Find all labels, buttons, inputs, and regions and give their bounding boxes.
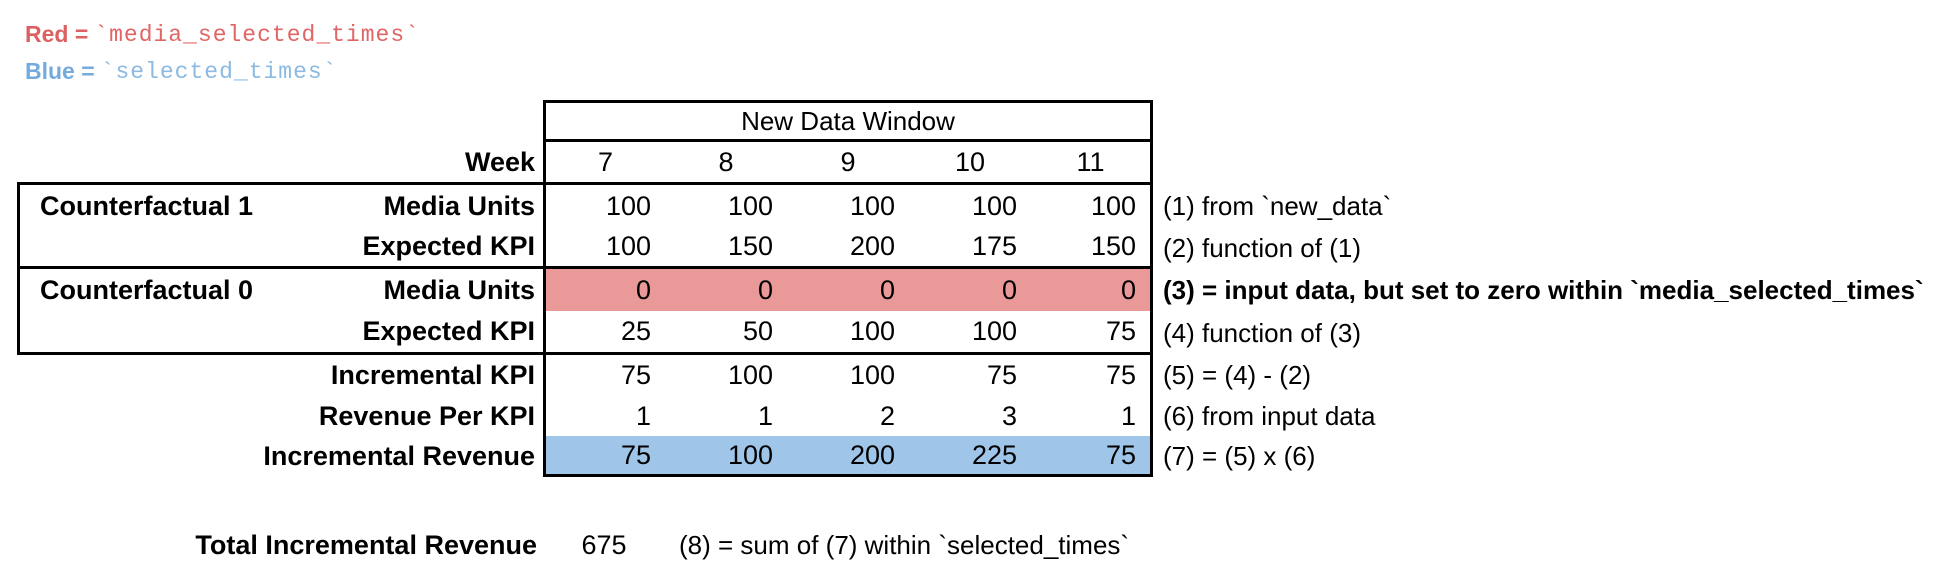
week-cell: 7 (543, 142, 665, 185)
data-cell: 175 (909, 227, 1031, 269)
data-cell: 3 (1001, 400, 1017, 431)
week-cell: 10 (909, 142, 1031, 185)
legend-blue-label: Blue = (25, 58, 95, 84)
data-cell: 2 (879, 400, 895, 431)
week-label: Week (464, 146, 535, 177)
data-cell: 150 (1031, 227, 1153, 269)
data-cell: 1 (757, 400, 773, 431)
data-cell: 150 (665, 227, 787, 269)
week-cell: 11 (1031, 142, 1153, 185)
color-legend: Red = `media_selected_times` Blue = `sel… (25, 16, 420, 90)
data-cell: 1 (1031, 396, 1153, 436)
total-row: Total Incremental Revenue 675 (8) = sum … (17, 527, 1129, 563)
row-label: Expected KPI (362, 316, 535, 346)
new-data-window-header: New Data Window (543, 100, 1153, 142)
legend-red-code: `media_selected_times` (94, 21, 420, 48)
row-note: (4) function of (3) (1163, 317, 1361, 348)
data-cell: 100 (543, 227, 665, 269)
counterfactual-table: New Data Window Week 7 8 9 10 11 Counter… (17, 100, 1943, 477)
legend-blue-code: `selected_times` (100, 58, 338, 85)
data-cell: 100 (727, 360, 773, 390)
data-cell-blue: 200 (787, 436, 909, 477)
data-cell: 100 (787, 311, 909, 355)
legend-red-label: Red = (25, 21, 89, 47)
row-note: (6) from input data (1163, 400, 1376, 431)
row-label-cell: Counterfactual 1 Media Units (17, 185, 543, 227)
data-cell-red: 0 (543, 269, 665, 311)
row-label-cell: Revenue Per KPI (17, 396, 543, 436)
data-cell-blue: 225 (909, 436, 1031, 477)
data-cell: 100 (909, 311, 1031, 355)
data-cell: 100 (543, 185, 665, 227)
data-cell: 75 (1031, 355, 1153, 396)
data-cell: 100 (727, 190, 773, 221)
row-note: (2) function of (1) (1163, 232, 1361, 263)
row-label-cell: Incremental Revenue (17, 436, 543, 477)
week-cell: 9 (787, 142, 909, 185)
data-cell: 75 (986, 360, 1017, 390)
legend-blue-line: Blue = `selected_times` (25, 53, 420, 90)
data-cell: 75 (543, 355, 665, 396)
row-note: (7) = (5) x (6) (1163, 441, 1316, 471)
data-cell: 75 (1031, 311, 1153, 355)
row-note: (3) = input data, but set to zero within… (1163, 274, 1924, 305)
week-label-cell: Week (17, 142, 543, 185)
row-note: (1) from `new_data` (1163, 190, 1392, 221)
row-label-cell: Expected KPI (17, 311, 543, 355)
row-label-cell: Incremental KPI (17, 355, 543, 396)
legend-red-line: Red = `media_selected_times` (25, 16, 420, 53)
data-cell: 100 (971, 190, 1017, 221)
row-label: Media Units (383, 190, 535, 221)
data-cell-red: 0 (665, 269, 787, 311)
row-label-cell: Counterfactual 0 Media Units (17, 269, 543, 311)
group-label: Counterfactual 1 (40, 190, 254, 221)
row-label-cell: Expected KPI (17, 227, 543, 269)
week-note-spacer (1153, 142, 1943, 185)
data-cell-blue: 100 (665, 436, 787, 477)
data-cell: 100 (849, 360, 895, 390)
data-cell: 100 (1031, 185, 1153, 227)
row-label: Expected KPI (362, 231, 535, 261)
row-label: Incremental KPI (330, 360, 535, 390)
data-cell-red: 0 (909, 269, 1031, 311)
data-cell: 100 (849, 190, 895, 221)
data-cell: 1 (543, 396, 665, 436)
data-cell: 50 (665, 311, 787, 355)
header-note-spacer (1153, 100, 1943, 142)
group-label: Counterfactual 0 (40, 274, 254, 305)
row-label: Revenue Per KPI (318, 400, 535, 431)
data-cell-red: 0 (787, 269, 909, 311)
row-note: (5) = (4) - (2) (1163, 360, 1312, 390)
data-cell-blue: 75 (543, 436, 665, 477)
data-cell-blue: 75 (1031, 436, 1153, 477)
corner-spacer (17, 100, 543, 142)
row-label: Incremental Revenue (263, 441, 535, 471)
row-label: Media Units (383, 274, 535, 305)
total-note: (8) = sum of (7) within `selected_times` (679, 529, 1130, 560)
data-cell: 200 (787, 227, 909, 269)
total-value: 675 (581, 529, 627, 560)
data-cell-red: 0 (1031, 269, 1153, 311)
data-cell: 25 (543, 311, 665, 355)
total-label: Total Incremental Revenue (195, 529, 537, 560)
week-cell: 8 (665, 142, 787, 185)
